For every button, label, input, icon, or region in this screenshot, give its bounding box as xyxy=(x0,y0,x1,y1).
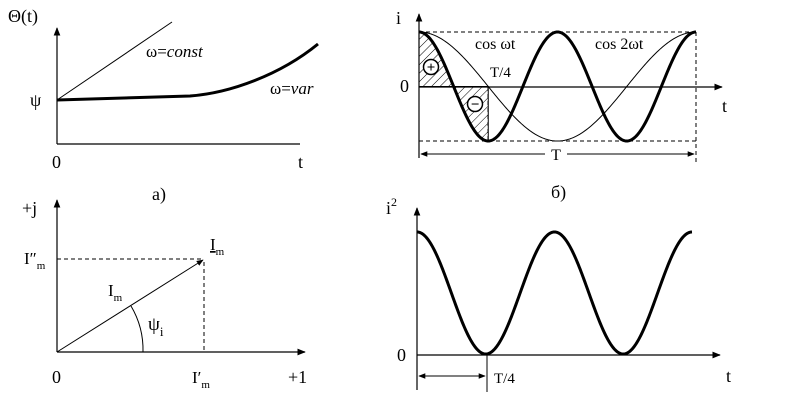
panel-b-x-label: t xyxy=(722,96,727,116)
minus-sign-circle xyxy=(466,95,484,113)
var-label: ω=var xyxy=(270,79,314,98)
cos-label: cos ωt xyxy=(475,36,516,53)
panel-a-psi-label: ψ xyxy=(30,90,42,110)
panel-a-caption: а) xyxy=(152,184,166,205)
positive-area-hatch xyxy=(418,31,455,87)
panel-a-origin-label: 0 xyxy=(52,152,61,172)
panel-b: + − i 0 t cos ωt cos 2ωt T/4 T б) xyxy=(396,8,727,203)
period-label: T xyxy=(551,147,561,164)
angle-label: ψi xyxy=(148,314,164,339)
plus-sign: + xyxy=(427,60,436,76)
vector-label: Im xyxy=(108,281,123,304)
panel-b-quarter-label: T/4 xyxy=(490,65,511,81)
plus-sign-circle xyxy=(422,58,440,76)
panel-c-y-label: +j xyxy=(22,198,37,218)
period-label-backdrop xyxy=(545,146,567,163)
panel-c: +j +1 0 I″m I′m Im Im ψi xyxy=(22,198,307,391)
real-component-label: I′m xyxy=(192,368,210,391)
panel-c-origin-label: 0 xyxy=(52,367,61,387)
panel-d-zero-label: 0 xyxy=(397,345,406,365)
panel-a-x-label: t xyxy=(298,152,303,172)
squared-curve xyxy=(416,230,693,356)
imag-component-label: I″m xyxy=(24,249,46,272)
panel-b-zero-label: 0 xyxy=(400,76,409,96)
panel-d-x-label: t xyxy=(726,366,731,386)
panel-d-quarter-label: T/4 xyxy=(494,371,515,387)
panel-c-x-label: +1 xyxy=(288,367,307,387)
panel-d: i2 0 t T/4 xyxy=(386,195,731,392)
cos2-label: cos 2ωt xyxy=(595,36,644,53)
const-omega-line xyxy=(56,21,173,101)
minus-sign: − xyxy=(471,97,480,113)
negative-area-hatch xyxy=(452,86,489,142)
cos-curve xyxy=(418,31,697,142)
const-label: ω=const xyxy=(146,42,204,61)
panel-a-y-label: Θ(t) xyxy=(8,6,38,27)
angle-arc xyxy=(130,305,144,353)
panel-b-y-label: i xyxy=(396,8,401,28)
phasor-vector xyxy=(56,259,204,353)
panel-b-caption: б) xyxy=(551,182,566,203)
var-omega-curve xyxy=(56,42,319,102)
cos2-curve xyxy=(418,30,697,143)
panel-d-y-label: i2 xyxy=(386,195,397,218)
panel-a: Θ(t) ψ 0 t ω=const ω=var а) xyxy=(8,6,319,205)
vector-tip-label: Im xyxy=(210,235,225,258)
